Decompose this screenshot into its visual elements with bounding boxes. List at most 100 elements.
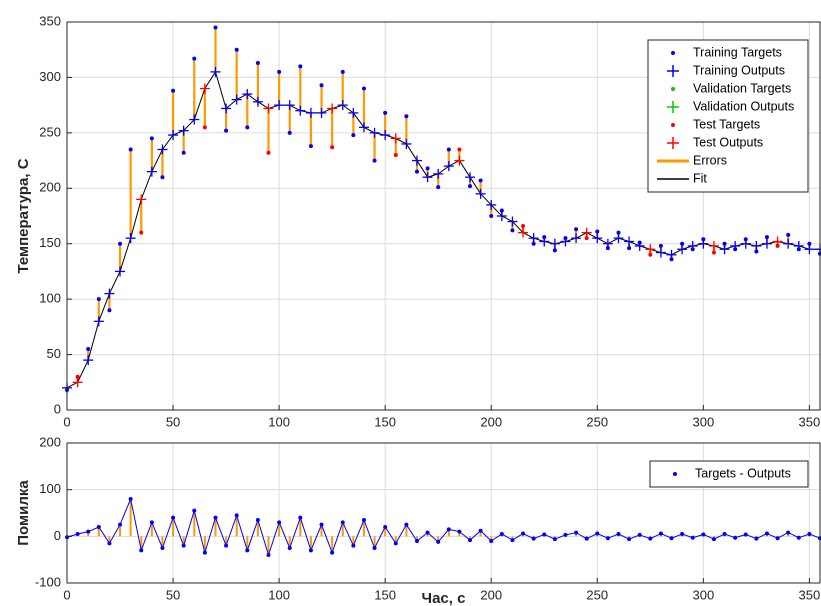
output-point <box>687 240 698 251</box>
output-point <box>210 66 221 77</box>
target-point <box>128 147 133 152</box>
target-point <box>711 250 716 255</box>
target-point <box>510 538 515 543</box>
y-tick-label: 100 <box>39 291 61 306</box>
x-tick-label: 200 <box>480 587 502 602</box>
target-point <box>627 246 632 251</box>
target-point <box>754 536 759 541</box>
target-point <box>330 145 335 150</box>
y-axis-label: Помилка <box>15 480 32 546</box>
target-point <box>171 88 176 93</box>
x-tick-label: 50 <box>166 414 180 429</box>
target-point <box>361 518 366 522</box>
output-point <box>274 100 285 111</box>
output-point <box>496 211 507 221</box>
target-point <box>531 536 536 541</box>
target-point <box>171 515 176 520</box>
output-point <box>804 244 815 255</box>
target-point <box>277 520 282 525</box>
target-point <box>616 532 621 536</box>
output-point <box>104 288 115 299</box>
output-point <box>358 122 369 133</box>
target-point <box>181 150 186 155</box>
target-point <box>245 548 250 553</box>
y-tick-label: 200 <box>39 434 61 449</box>
target-point <box>393 153 398 158</box>
target-point <box>139 230 144 235</box>
target-point <box>340 69 345 74</box>
legend-label: Test Targets <box>693 117 760 131</box>
output-point <box>157 144 168 155</box>
target-point <box>446 527 451 532</box>
legend-label: Validation Outputs <box>693 99 794 113</box>
x-tick-label: 0 <box>63 414 70 429</box>
target-point <box>372 158 377 163</box>
target-point <box>404 522 409 527</box>
output-point <box>125 233 136 244</box>
target-point <box>425 530 430 535</box>
target-point <box>139 548 144 553</box>
x-tick-label: 150 <box>374 587 396 602</box>
output-point <box>475 188 486 199</box>
target-point <box>468 538 473 543</box>
output-point <box>486 199 497 210</box>
target-point <box>128 497 133 501</box>
output-point <box>168 130 179 141</box>
target-point <box>468 184 473 189</box>
target-point <box>224 128 229 133</box>
target-point <box>298 515 303 520</box>
x-tick-label: 350 <box>799 587 821 602</box>
target-point <box>658 531 663 536</box>
output-point <box>761 238 772 249</box>
target-point <box>722 241 727 246</box>
output-point <box>698 238 709 249</box>
target-point <box>764 235 769 240</box>
target-point <box>266 553 271 557</box>
target-point <box>75 532 80 536</box>
y-tick-label: 200 <box>39 180 61 195</box>
data-layer <box>65 497 821 557</box>
target-point <box>446 147 451 152</box>
output-point <box>645 244 656 255</box>
target-point <box>595 531 600 536</box>
output-point <box>528 233 539 244</box>
target-point <box>584 536 589 541</box>
target-point <box>521 223 526 228</box>
target-point <box>616 230 621 235</box>
output-point <box>730 240 741 251</box>
legend-box <box>647 39 809 193</box>
legend-item: Training Targets <box>671 45 782 59</box>
x-tick-label: 350 <box>799 414 821 429</box>
target-point <box>361 86 366 91</box>
output-point <box>634 240 645 251</box>
target-point <box>574 530 579 535</box>
target-point <box>96 297 101 302</box>
legend-label: Validation Targets <box>693 81 791 95</box>
target-point <box>213 515 218 520</box>
output-point <box>199 83 210 94</box>
target-point <box>96 525 101 529</box>
y-tick-label: 0 <box>54 401 61 416</box>
output-point <box>390 133 401 144</box>
output-point <box>518 227 529 238</box>
target-point <box>489 539 494 543</box>
output-point <box>189 114 200 125</box>
output-point <box>708 240 719 251</box>
output-point <box>327 103 338 114</box>
target-point <box>330 550 335 555</box>
legend-item: Test Targets <box>671 117 760 131</box>
target-point <box>107 541 112 546</box>
target-point <box>754 249 759 254</box>
y-tick-label: 50 <box>47 346 61 361</box>
legend: Targets - Outputs <box>649 460 809 488</box>
target-point <box>595 229 600 234</box>
target-point <box>192 508 197 513</box>
target-point <box>202 125 207 130</box>
output-point <box>793 240 804 251</box>
target-point <box>669 536 674 541</box>
target-point <box>404 114 409 119</box>
y-tick-label: 300 <box>39 69 61 84</box>
output-point <box>401 138 412 149</box>
legend-label: Training Targets <box>693 45 782 59</box>
legend-swatch <box>673 472 677 476</box>
